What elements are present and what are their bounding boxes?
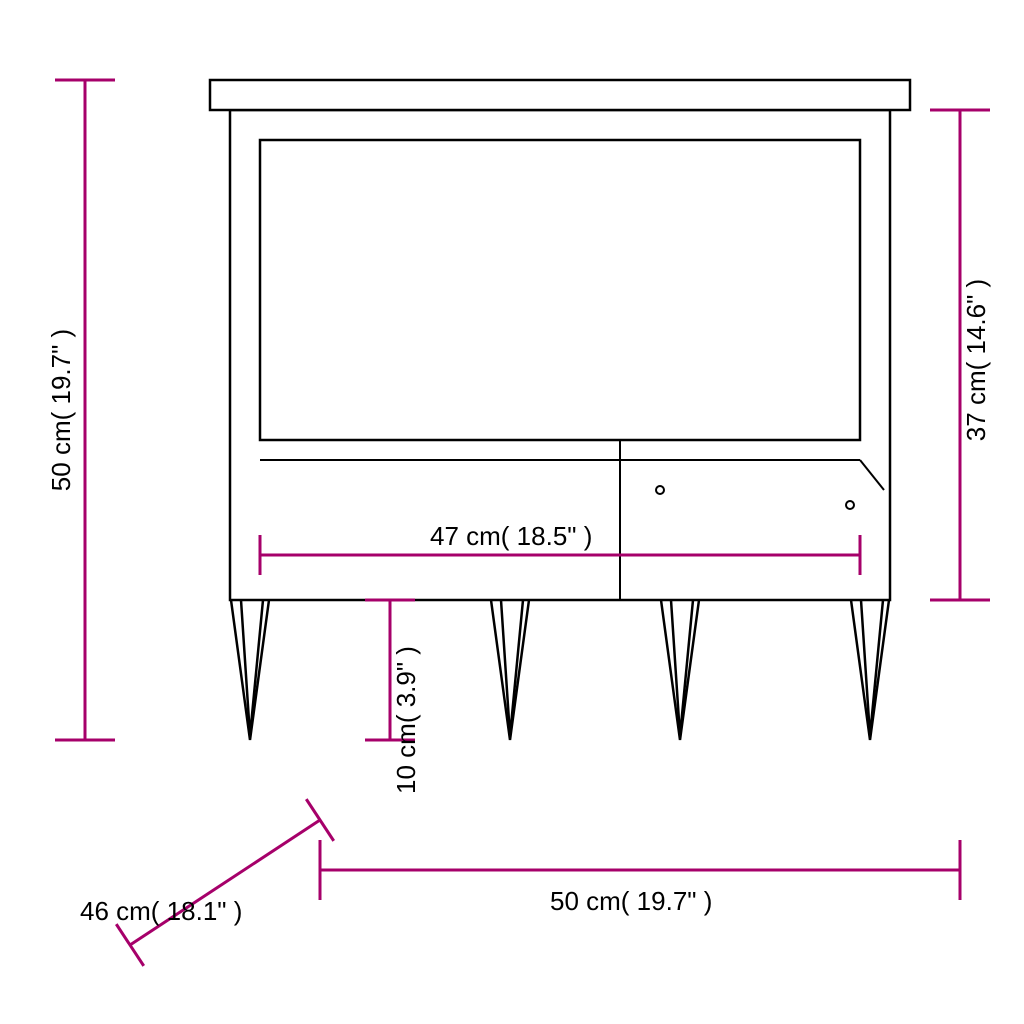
width-bottom-label: 50 cm( 19.7" ) [550, 886, 712, 916]
depth-label: 46 cm( 18.1" ) [80, 896, 242, 926]
leg-height-label: 10 cm( 3.9" ) [391, 646, 421, 794]
depth-line [130, 820, 320, 945]
width-inner-label: 47 cm( 18.5" ) [430, 521, 592, 551]
cabinet-top [210, 80, 910, 110]
depth-cap-b [306, 799, 333, 841]
drawer-front [260, 140, 860, 440]
depth-cap-a [116, 924, 143, 966]
height-total-label: 50 cm( 19.7" ) [46, 329, 76, 491]
height-body-label: 37 cm( 14.6" ) [961, 279, 991, 441]
